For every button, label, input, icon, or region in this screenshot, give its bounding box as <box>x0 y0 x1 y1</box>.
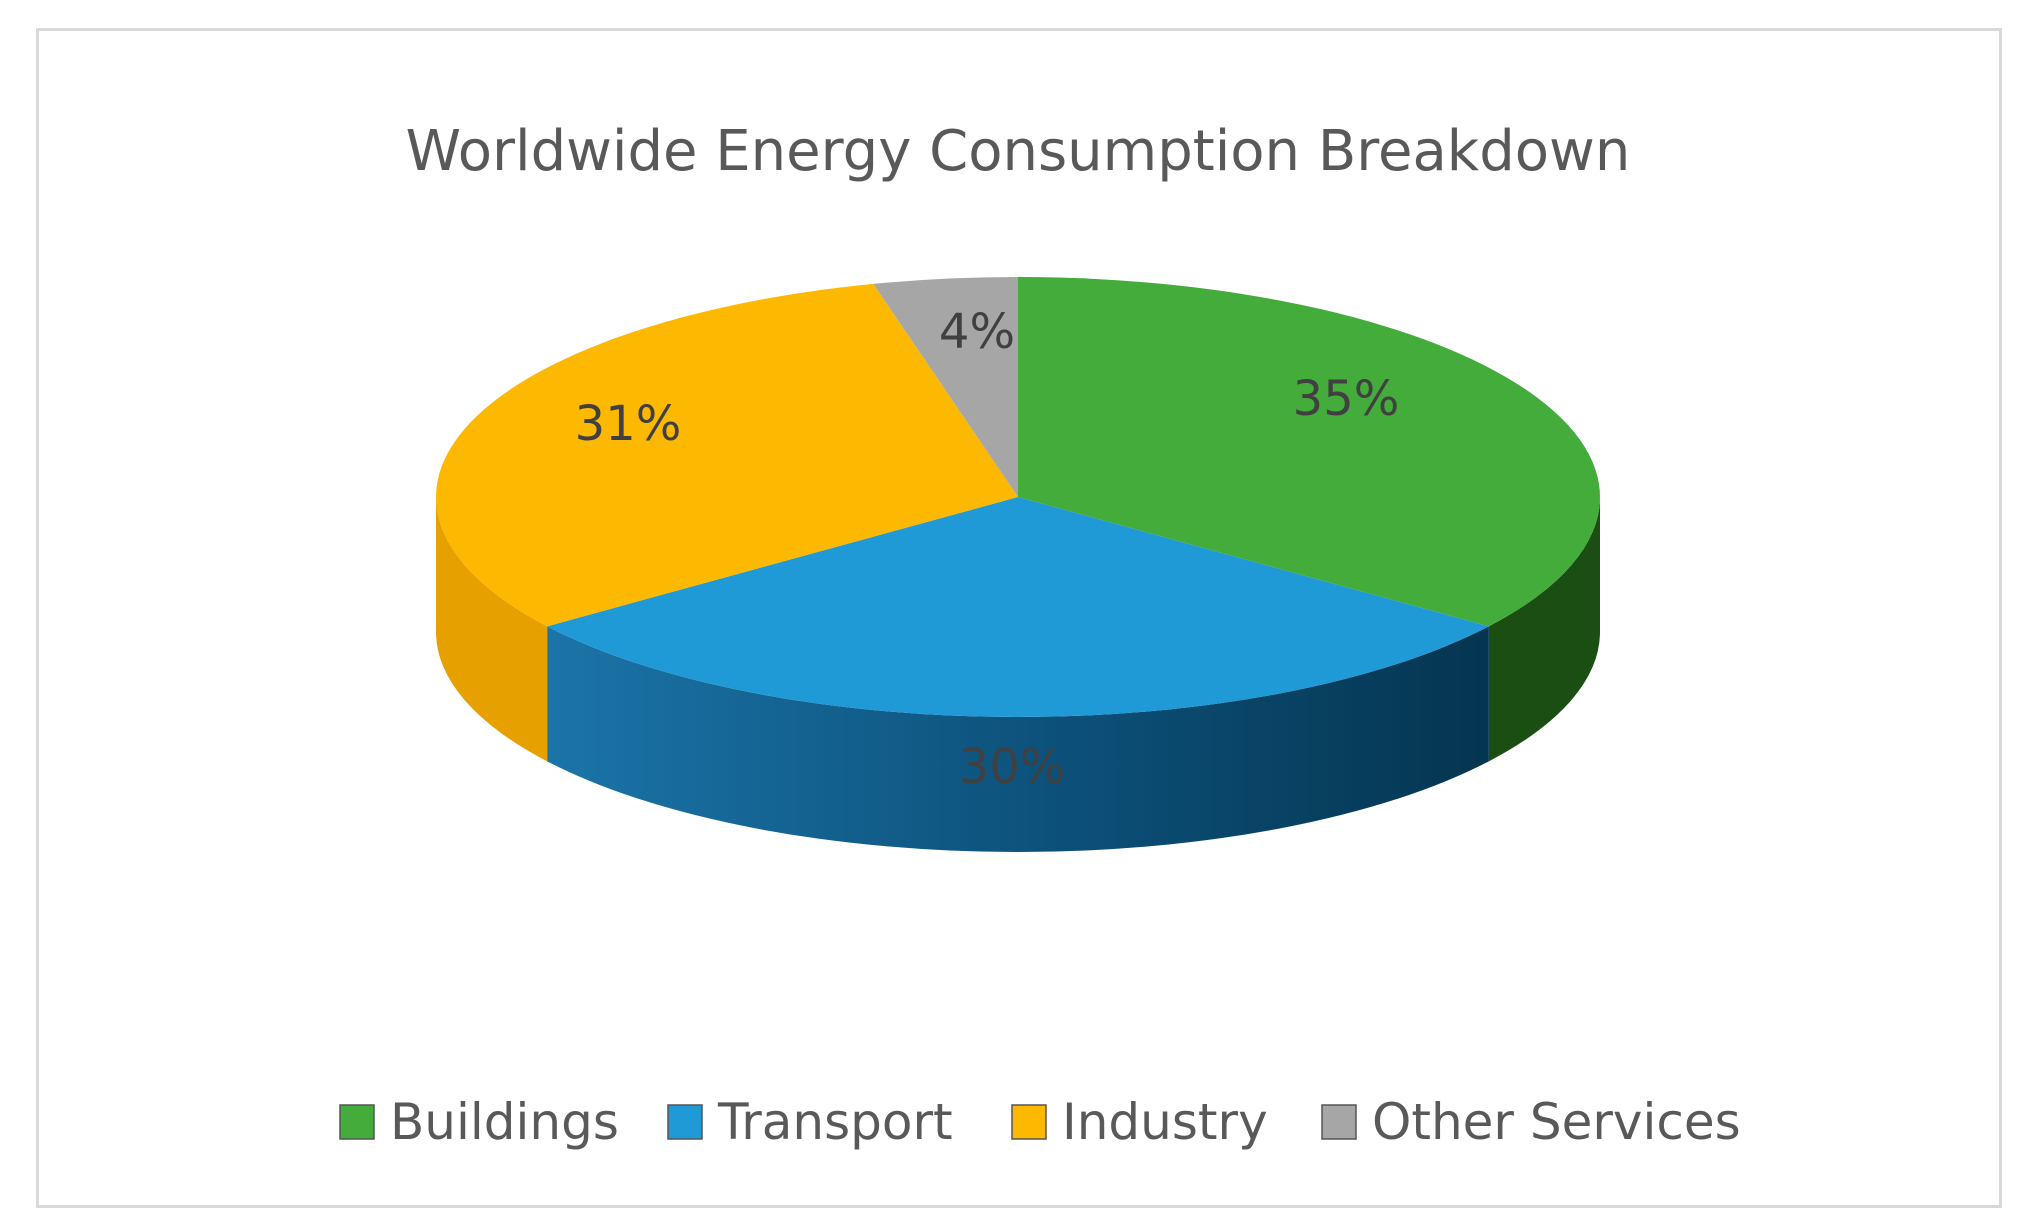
legend: Buildings Transport Industry Other Services <box>339 1093 1741 1151</box>
pie-side-industry <box>436 497 548 762</box>
pie-tops <box>436 277 1600 717</box>
data-label-industry: 31% <box>575 396 682 452</box>
legend-swatch-transport <box>667 1104 703 1140</box>
legend-item-industry: Industry <box>1011 1093 1268 1151</box>
pie-slice-other-services <box>873 277 1018 497</box>
data-label-other-services: 4% <box>939 304 1015 360</box>
legend-label-transport: Transport <box>717 1093 953 1151</box>
legend-swatch-other-services <box>1321 1104 1357 1140</box>
legend-item-transport: Transport <box>667 1093 953 1151</box>
pie-slice-transport <box>547 497 1489 717</box>
legend-item-other-services: Other Services <box>1321 1093 1741 1151</box>
pie-side-transport <box>547 626 1489 852</box>
data-label-transport: 30% <box>959 739 1066 795</box>
legend-label-other-services: Other Services <box>1372 1093 1741 1151</box>
pie-slice-industry <box>436 283 1019 627</box>
legend-swatch-industry <box>1011 1104 1047 1140</box>
pie-sides <box>436 497 1600 852</box>
pie-labels: 35% 30% 31% 4% <box>575 304 1400 795</box>
legend-item-buildings: Buildings <box>339 1093 619 1151</box>
data-label-buildings: 35% <box>1293 371 1400 427</box>
chart-title: Worldwide Energy Consumption Breakdown <box>406 119 1631 184</box>
legend-swatch-buildings <box>339 1104 375 1140</box>
pie-slice-buildings <box>1018 277 1600 627</box>
legend-label-industry: Industry <box>1062 1093 1268 1151</box>
pie-side-buildings <box>1488 497 1600 762</box>
legend-label-buildings: Buildings <box>390 1093 619 1151</box>
